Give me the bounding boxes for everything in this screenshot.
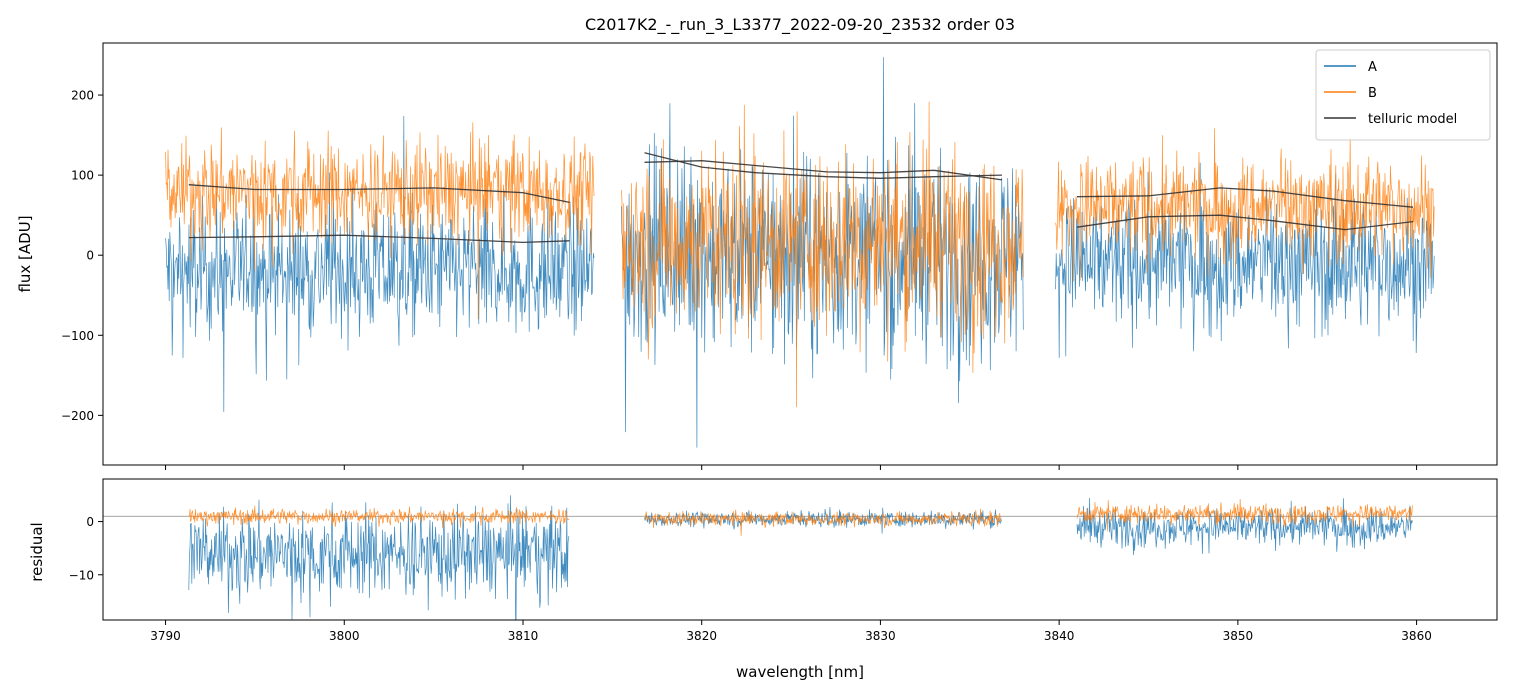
bottom-series-b-segment-2 [644, 508, 1002, 536]
top-y-tick-label: −200 [61, 409, 94, 423]
legend-label-a: A [1368, 60, 1377, 75]
top-y-tick-label: −100 [61, 329, 94, 343]
telluric-model-curve-1 [188, 184, 570, 204]
bottom-axes-frame [102, 478, 1498, 621]
top-series-b-segment-3 [1055, 128, 1435, 282]
top-y-axis-label: flux [ADU] [16, 215, 34, 292]
x-tick-label: 3850 [1223, 629, 1254, 643]
bottom-series-a-segment-1 [188, 495, 570, 620]
top-x-axis [165, 465, 1418, 470]
top-plot-area [165, 57, 1435, 448]
top-y-tick-label: 100 [71, 169, 94, 183]
legend-box [1315, 49, 1491, 141]
x-tick-label: 3800 [329, 629, 360, 643]
legend: A B telluric model [1315, 49, 1491, 141]
telluric-model-curve-6 [1076, 214, 1414, 231]
top-axes-frame [102, 42, 1498, 466]
telluric-model-curve-5 [1076, 187, 1414, 208]
top-series-b-segment-1 [165, 122, 595, 320]
x-axis-label: wavelength [nm] [736, 663, 864, 681]
bottom-y-tick-label: 0 [86, 515, 94, 529]
bottom-series-a-segment-3 [1076, 497, 1413, 556]
bottom-x-axis: 3790 3800 3810 3820 3830 3840 3850 3860 [150, 620, 1432, 643]
bottom-panel: −10 0 3790 3800 3810 3820 3830 3840 3850 3860 re… [28, 478, 1498, 681]
top-panel: −200 −100 0 100 200 flux [ADU] A B telluric … [16, 42, 1498, 470]
top-series-a-segment-1 [165, 115, 595, 412]
legend-label-telluric: telluric model [1368, 112, 1457, 127]
x-tick-label: 3810 [508, 629, 539, 643]
bottom-series-b-segment-3 [1076, 499, 1413, 532]
top-y-tick-label: 0 [86, 249, 94, 263]
top-y-tick-label: 200 [71, 89, 94, 103]
bottom-plot-area [103, 495, 1497, 620]
x-tick-label: 3820 [686, 629, 717, 643]
bottom-y-axis: −10 0 [69, 515, 103, 582]
chart-title: C2017K2_-_run_3_L3377_2022-09-20_23532 o… [585, 15, 1015, 35]
telluric-model-curve-3 [644, 152, 1003, 179]
x-tick-label: 3790 [150, 629, 181, 643]
x-tick-label: 3830 [865, 629, 896, 643]
telluric-model-curve-2 [188, 234, 570, 244]
telluric-model-curve-4 [644, 160, 1003, 181]
top-series-b-segment-2 [620, 101, 1024, 408]
x-tick-label: 3840 [1044, 629, 1075, 643]
bottom-y-axis-label: residual [28, 522, 46, 581]
bottom-series-b-segment-1 [188, 505, 570, 529]
top-y-axis: −200 −100 0 100 200 [61, 89, 103, 423]
legend-label-b: B [1368, 86, 1377, 101]
x-tick-label: 3860 [1401, 629, 1432, 643]
bottom-series-a-segment-2 [644, 507, 1002, 534]
bottom-y-tick-label: −10 [69, 568, 94, 582]
